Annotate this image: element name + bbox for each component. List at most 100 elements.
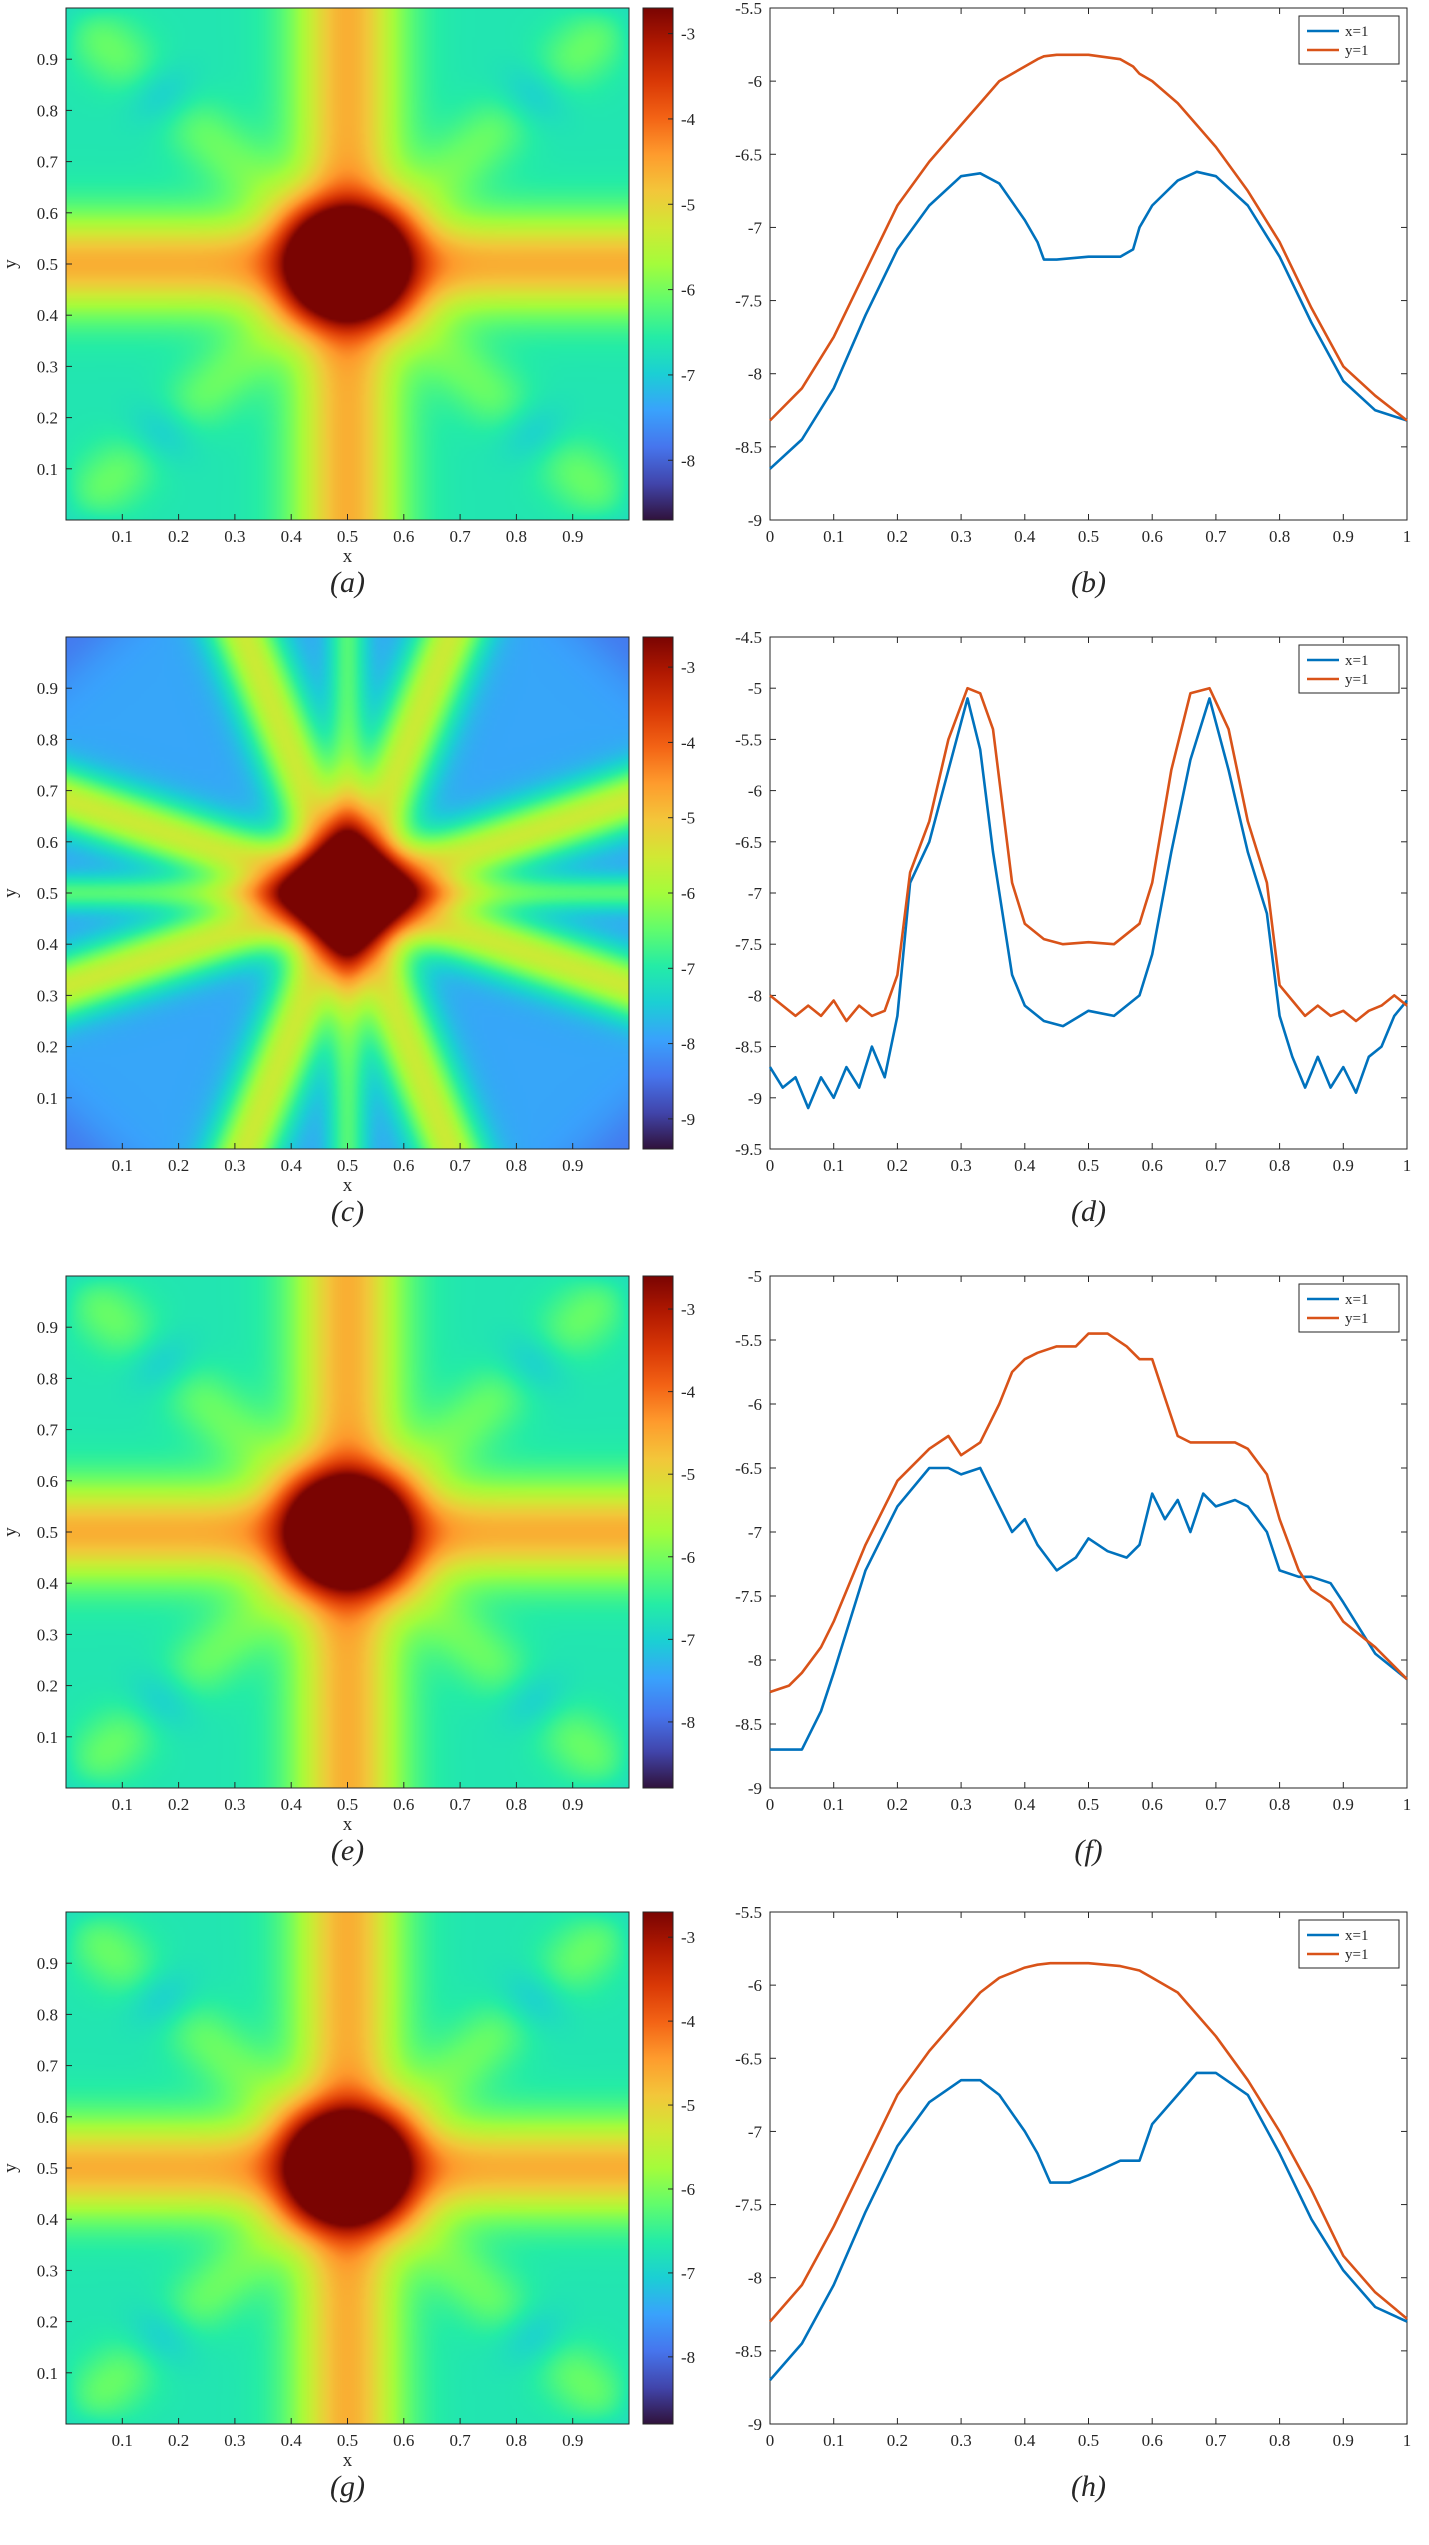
y-tick-label: -8 bbox=[748, 365, 762, 384]
y-tick-label: 0.3 bbox=[37, 1625, 58, 1644]
x-tick-label: 0.7 bbox=[1205, 1156, 1227, 1175]
x-tick-label: 0.1 bbox=[112, 2431, 133, 2450]
colorbar-tick-label: -9 bbox=[681, 1110, 695, 1129]
line-chart-panel: 0 0.1 0.2 0.3 0.4 0.5 0.6 0.7 0.8 0.9 1 -5.5 -6 -6.5 -… bbox=[735, 1903, 1411, 2503]
x-tick-label: 1 bbox=[1403, 2431, 1412, 2450]
y-tick-label: -8.5 bbox=[735, 1038, 762, 1057]
x-axis-label: x bbox=[343, 2450, 353, 2471]
colorbar-tick-label: -6 bbox=[681, 1548, 695, 1567]
colorbar-tick-label: -3 bbox=[681, 1928, 695, 1947]
x-tick-label: 0.6 bbox=[1142, 1156, 1163, 1175]
y-tick-label: -8 bbox=[748, 986, 762, 1005]
x-tick-label: 0 bbox=[766, 527, 775, 546]
colorbar: -3 -4 -5 -6 -7 -8 bbox=[642, 1911, 696, 2425]
legend-box bbox=[1298, 1919, 1400, 1969]
x-tick-label: 0.7 bbox=[1205, 527, 1227, 546]
colorbar-tick-label: -7 bbox=[681, 959, 696, 978]
x-tick-label: 0.9 bbox=[562, 2431, 583, 2450]
x-tick-label: 0.7 bbox=[449, 2431, 471, 2450]
y-tick-label: 0.2 bbox=[37, 1038, 58, 1057]
line-chart-panel: 0 0.1 0.2 0.3 0.4 0.5 0.6 0.7 0.8 0.9 1 -5 -5.5 -6 -6.… bbox=[735, 1267, 1411, 1867]
y-tick-label: 0.4 bbox=[37, 935, 59, 954]
x-tick-label: 0.5 bbox=[1078, 1795, 1099, 1814]
y-tick-label: -7.5 bbox=[735, 292, 762, 311]
colorbar-tick-label: -7 bbox=[681, 2264, 696, 2283]
panel-label: (g) bbox=[330, 2470, 365, 2503]
x-tick-label: 0.2 bbox=[168, 1156, 189, 1175]
colorbar-tick-label: -7 bbox=[681, 366, 696, 385]
x-tick-label: 0.7 bbox=[1205, 2431, 1227, 2450]
x-tick-label: 0.1 bbox=[112, 527, 133, 546]
x-tick-label: 0.1 bbox=[112, 1156, 133, 1175]
y-tick-label: -8.5 bbox=[735, 438, 762, 457]
x-tick-label: 0.4 bbox=[281, 2431, 303, 2450]
y-tick-label: -9 bbox=[748, 1779, 762, 1798]
panel-label: (d) bbox=[1071, 1195, 1106, 1228]
y-tick-label: 0.6 bbox=[37, 833, 58, 852]
x-tick-label: 0.2 bbox=[887, 1795, 908, 1814]
colorbar-tick-label: -5 bbox=[681, 809, 695, 828]
y-tick-label: -9 bbox=[748, 1089, 762, 1108]
y-tick-label: -6 bbox=[748, 1395, 762, 1414]
plot-frame bbox=[769, 636, 1408, 1150]
x-tick-label: 0.9 bbox=[1333, 2431, 1354, 2450]
x-tick-label: 0.3 bbox=[950, 2431, 971, 2450]
x-tick-label: 1 bbox=[1403, 527, 1412, 546]
x-tick-label: 0.3 bbox=[224, 527, 245, 546]
y-tick-label: 0.4 bbox=[37, 2210, 59, 2229]
x-tick-label: 0.5 bbox=[337, 2431, 358, 2450]
series-line-x1 bbox=[770, 1466, 1408, 1751]
y-tick-label: 0.1 bbox=[37, 2364, 58, 2383]
y-tick-label: -6 bbox=[748, 1976, 762, 1995]
series-line-y1 bbox=[769, 1961, 1408, 2323]
legend-box bbox=[1298, 644, 1400, 694]
x-tick-label: 1 bbox=[1403, 1156, 1412, 1175]
x-tick-label: 0.3 bbox=[950, 1795, 971, 1814]
colorbar-tick-label: -3 bbox=[681, 1300, 695, 1319]
legend-label: x=1 bbox=[1345, 653, 1368, 669]
x-tick-label: 0.5 bbox=[337, 1795, 358, 1814]
y-tick-label: 0.3 bbox=[37, 986, 58, 1005]
heatmap-image bbox=[66, 1912, 629, 2424]
x-tick-label: 0 bbox=[766, 1156, 775, 1175]
y-tick-label: -6 bbox=[748, 782, 762, 801]
x-tick-label: 0.7 bbox=[1205, 1795, 1227, 1814]
y-axis-label: y bbox=[0, 2163, 21, 2173]
heatmap-panel: 0.1 0.2 0.3 0.4 0.5 0.6 0.7 0.8 0.9 0.1 0.2 0.3 0.4 0… bbox=[0, 1275, 696, 1867]
colorbar-tick-label: -5 bbox=[681, 1465, 695, 1484]
y-tick-label: -6 bbox=[748, 72, 762, 91]
colorbar-tick-label: -5 bbox=[681, 195, 695, 214]
y-tick-label: -5.5 bbox=[735, 0, 762, 18]
x-tick-label: 0.4 bbox=[1014, 1795, 1036, 1814]
x-tick-label: 0.4 bbox=[281, 527, 303, 546]
x-tick-label: 0.5 bbox=[337, 527, 358, 546]
x-tick-label: 0.3 bbox=[950, 527, 971, 546]
y-tick-label: -5 bbox=[748, 1267, 762, 1286]
y-tick-label: -9 bbox=[748, 2415, 762, 2434]
x-tick-label: 0.8 bbox=[1269, 1156, 1290, 1175]
x-tick-label: 0.9 bbox=[562, 527, 583, 546]
series-line-y1 bbox=[769, 686, 1408, 1023]
x-tick-label: 0.8 bbox=[506, 527, 527, 546]
x-tick-label: 0.3 bbox=[950, 1156, 971, 1175]
heatmap-panel: 0.1 0.2 0.3 0.4 0.5 0.6 0.7 0.8 0.9 0.1 0.2 0.3 0.4 0… bbox=[0, 1911, 696, 2503]
x-tick-label: 0.2 bbox=[168, 2431, 189, 2450]
y-tick-label: 0.6 bbox=[37, 2108, 58, 2127]
x-tick-label: 0.7 bbox=[449, 1156, 471, 1175]
y-axis-label: y bbox=[0, 888, 21, 898]
x-axis-label: x bbox=[343, 1814, 353, 1835]
colorbar-tick-label: -4 bbox=[681, 1383, 696, 1402]
heatmap-panel: 0.1 0.2 0.3 0.4 0.5 0.6 0.7 0.8 0.9 0.1 0.2 0.3 0.4 0… bbox=[0, 636, 696, 1228]
y-tick-label: 0.6 bbox=[37, 1472, 58, 1491]
y-tick-label: -7.5 bbox=[735, 1587, 762, 1606]
colorbar-tick-label: -8 bbox=[681, 1713, 695, 1732]
legend-label: y=1 bbox=[1345, 1947, 1368, 1963]
legend-box bbox=[1298, 15, 1400, 65]
series-line-x1 bbox=[769, 170, 1408, 470]
x-tick-label: 0.4 bbox=[281, 1156, 303, 1175]
y-tick-label: -9.5 bbox=[735, 1140, 762, 1159]
x-tick-label: 0.9 bbox=[1333, 1156, 1354, 1175]
panel-label: (h) bbox=[1071, 2470, 1106, 2503]
x-tick-label: 1 bbox=[1403, 1795, 1412, 1814]
